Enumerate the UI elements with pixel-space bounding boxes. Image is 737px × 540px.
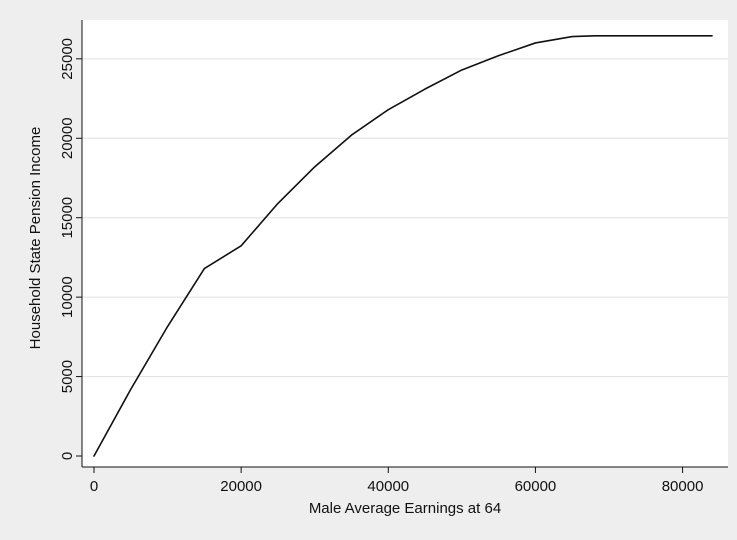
- plot-area: [82, 20, 728, 467]
- x-tick-label: 40000: [367, 478, 409, 495]
- x-tick-label: 20000: [220, 478, 262, 495]
- grid-lines: [82, 58, 728, 378]
- y-axis-title: Household State Pension Income: [27, 127, 44, 350]
- series-line: [93, 34, 713, 457]
- x-tick-label: 0: [90, 478, 98, 495]
- series: [93, 34, 713, 457]
- x-tick-label: 60000: [515, 478, 557, 495]
- y-tick-label: 25000: [59, 38, 76, 80]
- y-tick-label: 10000: [59, 276, 76, 318]
- x-tick-label: 80000: [662, 478, 704, 495]
- axes: [81, 20, 728, 468]
- x-axis-title: Male Average Earnings at 64: [309, 500, 501, 517]
- y-tick-label: 0: [59, 452, 76, 460]
- y-tick-label: 5000: [59, 360, 76, 393]
- y-tick-label: 20000: [59, 117, 76, 159]
- ticks: 0 5000 10000 15000 20000 25000 0 20000 40000 6000…: [59, 38, 703, 495]
- y-tick-label: 15000: [59, 197, 76, 239]
